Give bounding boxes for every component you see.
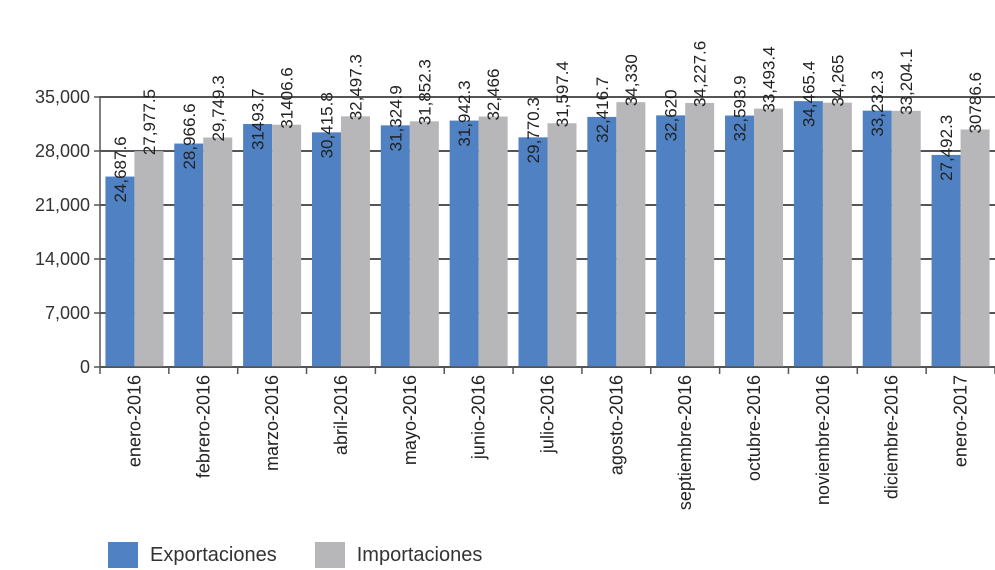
x-tick-label: junio-2016	[469, 375, 489, 460]
data-label: 31,942.3	[455, 80, 474, 146]
bar-importaciones	[616, 102, 646, 367]
legend: Exportaciones Importaciones	[108, 540, 482, 570]
bar-exportaciones	[656, 115, 686, 367]
data-label: 24,687.6	[111, 136, 130, 202]
x-tick-label: diciembre-2016	[882, 375, 902, 499]
data-label: 34,265	[828, 55, 847, 107]
y-tick-label: 21,000	[35, 195, 90, 215]
bar-exportaciones	[311, 132, 341, 367]
x-tick-label: marzo-2016	[262, 375, 282, 471]
bar-exportaciones	[587, 116, 617, 367]
x-tick-label: febrero-2016	[193, 375, 213, 478]
x-tick-label: agosto-2016	[606, 375, 626, 475]
data-label: 31493.7	[249, 89, 268, 150]
bar-exportaciones	[174, 143, 204, 367]
data-label: 27,492.3	[937, 115, 956, 181]
data-label: 32,497.3	[346, 54, 365, 120]
data-label: 33,493.4	[760, 46, 779, 112]
bar-importaciones	[272, 124, 302, 367]
legend-swatch-exportaciones	[108, 542, 138, 568]
x-tick-label: enero-2017	[951, 375, 971, 467]
legend-item-importaciones: Importaciones	[314, 542, 483, 568]
data-label: 31406.6	[278, 67, 297, 128]
bar-importaciones	[134, 151, 164, 367]
x-tick-label: mayo-2016	[400, 375, 420, 465]
data-label: 29,749.3	[209, 75, 228, 141]
data-label: 31,852.3	[415, 59, 434, 125]
data-label: 32,620	[662, 89, 681, 141]
bar-importaciones	[340, 116, 370, 367]
data-label: 32,466	[484, 69, 503, 121]
bar-exportaciones	[793, 101, 823, 367]
x-tick-label: septiembre-2016	[675, 375, 695, 510]
data-label: 33,204.1	[897, 49, 916, 115]
bar-importaciones	[478, 116, 508, 367]
data-label: 33,232.3	[868, 70, 887, 136]
data-label: 32,593.9	[731, 75, 750, 141]
data-label: 31,324.9	[386, 85, 405, 151]
bar-exportaciones	[380, 125, 410, 367]
legend-label-exportaciones: Exportaciones	[150, 543, 277, 566]
y-tick-label: 0	[80, 357, 90, 377]
data-label: 34,465.4	[799, 61, 818, 127]
bar-importaciones	[891, 110, 921, 367]
y-tick-label: 35,000	[35, 87, 90, 107]
bar-importaciones	[960, 129, 990, 367]
bar-chart: 0 7,000 14,000 21,000 28,000 35,000 24,687.6 27…	[35, 41, 995, 510]
y-tick-label: 14,000	[35, 249, 90, 269]
bar-importaciones	[409, 121, 439, 367]
bar-importaciones	[203, 137, 233, 367]
bar-importaciones	[754, 108, 784, 367]
bar-exportaciones	[725, 115, 755, 367]
bar-importaciones	[547, 123, 577, 367]
bar-exportaciones	[243, 124, 273, 367]
data-label: 29,770.3	[524, 97, 543, 163]
bar-exportaciones	[449, 120, 479, 367]
x-tick-label: octubre-2016	[744, 375, 764, 481]
bar-exportaciones	[862, 110, 892, 368]
data-label: 32,416.7	[593, 77, 612, 143]
bar-exportaciones	[105, 176, 135, 367]
data-label: 34,227.6	[691, 41, 710, 107]
data-label: 30,415.8	[317, 92, 336, 158]
data-label: 28,966.6	[180, 103, 199, 169]
data-label: 27,977.5	[140, 89, 159, 155]
legend-swatch-importaciones	[314, 542, 345, 568]
legend-item-exportaciones: Exportaciones	[108, 542, 277, 568]
x-tick-label: noviembre-2016	[813, 375, 833, 505]
x-tick-label: abril-2016	[331, 375, 351, 455]
data-label: 30786.6	[966, 72, 985, 133]
bar-exportaciones	[931, 154, 961, 367]
data-label: 34,330	[622, 54, 641, 106]
bar-importaciones	[685, 102, 715, 368]
x-tick-label: enero-2016	[124, 375, 144, 467]
y-tick-label: 28,000	[35, 141, 90, 161]
x-tick-label: julio-2016	[538, 375, 558, 454]
data-label: 31,597.4	[553, 61, 572, 127]
legend-label-importaciones: Importaciones	[356, 543, 483, 566]
bar-exportaciones	[518, 137, 548, 367]
bar-importaciones	[822, 102, 852, 368]
y-tick-label: 7,000	[45, 303, 90, 323]
